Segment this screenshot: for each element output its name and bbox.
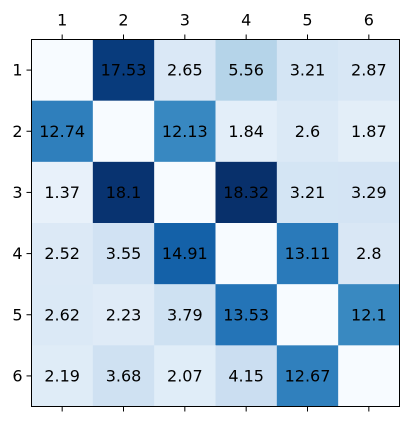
y-tick-label: 5: [12, 305, 22, 324]
heatmap-cell: [338, 345, 400, 407]
heatmap-cell: [154, 284, 216, 346]
y-tick-label: 4: [12, 244, 22, 263]
heatmap-cell: [215, 345, 278, 407]
cell-value-label: 3.68: [106, 366, 142, 385]
heatmap-cell: [338, 223, 400, 285]
cell-value-label: 2.6: [295, 122, 320, 141]
heatmap-cell: [338, 100, 400, 163]
cell-value-label: 2.87: [351, 61, 387, 80]
heatmap-cell: [338, 284, 400, 346]
x-tick-label: 1: [57, 11, 67, 30]
cell-value-label: 3.29: [351, 183, 387, 202]
heatmap-cell: [92, 223, 155, 285]
heatmap-cell: [92, 345, 155, 407]
y-tick-label: 2: [12, 122, 22, 141]
cell-value-label: 13.11: [285, 244, 331, 263]
cell-value-label: 5.56: [228, 61, 264, 80]
cell-value-label: 17.53: [101, 61, 147, 80]
y-tick-label: 1: [12, 61, 22, 80]
heatmap-cell: [215, 100, 278, 163]
heatmap-cell: [92, 284, 155, 346]
cell-value-label: 13.53: [223, 305, 269, 324]
heatmap-cell: [154, 100, 216, 163]
heatmap-cell: [215, 161, 278, 224]
heatmap-cell: [154, 345, 216, 407]
cell-value-label: 1.87: [351, 122, 387, 141]
cell-value-label: 12.74: [39, 122, 85, 141]
x-axis-top: 1 2 3 4 5 6: [57, 11, 374, 412]
heatmap-cell: [92, 100, 155, 163]
heatmap-cell: [276, 345, 339, 407]
cell-value-label: 2.19: [44, 366, 80, 385]
heatmap-cell-labels: 17.53 2.65 5.56 3.21 2.87 12.74 12.13 1.84 2.6 1.…: [39, 61, 386, 386]
heatmap-cell: [154, 223, 216, 285]
cell-value-label: 1.37: [44, 183, 80, 202]
cell-value-label: 1.84: [228, 122, 264, 141]
heatmap-cell: [154, 161, 216, 224]
heatmap-cell: [215, 39, 278, 102]
cell-value-label: 12.1: [351, 305, 387, 324]
cell-value-label: 2.52: [44, 244, 80, 263]
heatmap-cell: [276, 39, 339, 102]
cell-value-label: 2.23: [106, 305, 142, 324]
heatmap-cell: [276, 161, 339, 224]
y-axis-left: 1 2 3 4 5 6: [12, 61, 32, 385]
heatmap-cell: [31, 39, 94, 102]
heatmap-cell: [338, 39, 400, 102]
cell-value-label: 12.13: [162, 122, 208, 141]
heatmap-cells: [31, 39, 400, 407]
x-tick-label: 2: [118, 11, 128, 30]
x-tick-label: 6: [364, 11, 374, 30]
cell-value-label: 2.65: [167, 61, 203, 80]
cell-value-label: 3.55: [106, 244, 142, 263]
cell-value-label: 14.91: [162, 244, 208, 263]
heatmap-cell: [276, 100, 339, 163]
cell-value-label: 18.1: [106, 183, 142, 202]
heatmap-cell: [92, 161, 155, 224]
heatmap-cell: [276, 284, 339, 346]
cell-value-label: 18.32: [223, 183, 269, 202]
heatmap-cell: [154, 39, 216, 102]
x-tick-label: 4: [241, 11, 251, 30]
heatmap-cell: [31, 284, 94, 346]
heatmap-cell: [92, 39, 155, 102]
cell-value-label: 12.67: [285, 366, 331, 385]
heatmap-cell: [215, 223, 278, 285]
heatmap-cell: [31, 223, 94, 285]
heatmap-cell: [31, 345, 94, 407]
y-tick-label: 6: [12, 366, 22, 385]
x-tick-label: 5: [302, 11, 312, 30]
heatmap-cell: [31, 100, 94, 163]
cell-value-label: 2.8: [356, 244, 381, 263]
cell-value-label: 4.15: [228, 366, 264, 385]
cell-value-label: 3.21: [290, 61, 326, 80]
cell-value-label: 3.21: [290, 183, 326, 202]
cell-value-label: 2.07: [167, 366, 203, 385]
cell-value-label: 3.79: [167, 305, 203, 324]
heatmap-cell: [31, 161, 94, 224]
y-tick-label: 3: [12, 183, 22, 202]
x-tick-label: 3: [180, 11, 190, 30]
plot-frame: [31, 39, 400, 407]
heatmap-cell: [276, 223, 339, 285]
heatmap-cell: [338, 161, 400, 224]
cell-value-label: 2.62: [44, 305, 80, 324]
heatmap-cell: [215, 284, 278, 346]
